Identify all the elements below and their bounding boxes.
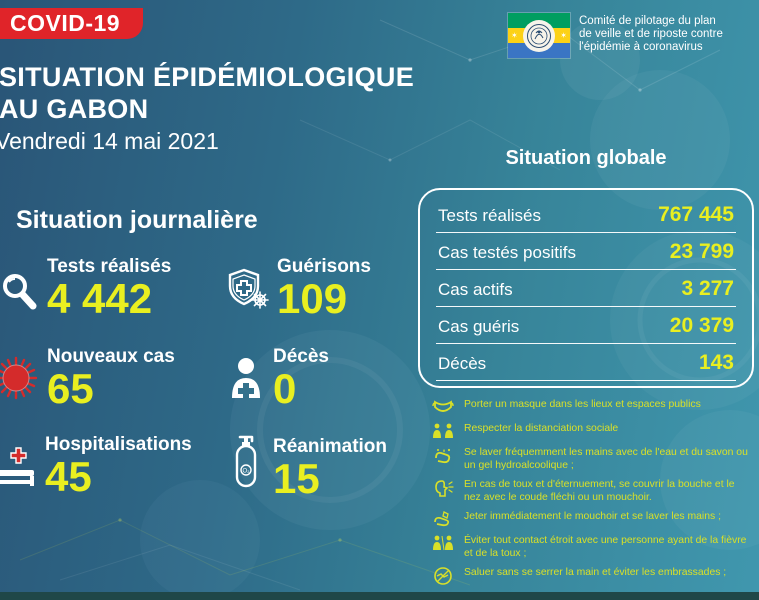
stat-label: Réanimation [273, 436, 388, 458]
committee-name-line3: l'épidémie à coronavirus [579, 41, 703, 54]
flag-star-left: ✶ [511, 31, 518, 40]
stat-label: Hospitalisations [45, 434, 192, 455]
covid-banner-label: COVID-19 [10, 10, 121, 36]
svg-text:O₂: O₂ [243, 469, 251, 475]
row-label: Cas actifs [438, 279, 513, 299]
list-item: Se laver fréquemment les mains avec de l… [432, 446, 754, 472]
table-row: Cas guéris 20 379 [436, 310, 736, 344]
stat-label: Décès [273, 346, 329, 367]
daily-section-title: Situation journalière [16, 206, 258, 234]
page-title: SITUATION ÉPIDÉMIOLOGIQUE AU GABON [0, 62, 414, 126]
stat-hospitalisations: Hospitalisations 45 [0, 434, 192, 497]
stat-value: 45 [45, 453, 92, 500]
report-date: Vendredi 14 mai 2021 [0, 128, 219, 154]
stat-value: 109 [277, 275, 348, 322]
committee-logo: ✶ ✶ Comité de pilotage du plan de veille… [508, 13, 723, 58]
hospital-bed-icon [0, 440, 38, 497]
measure-text: Respecter la distanciation sociale [464, 423, 619, 434]
measure-text: Se laver fréquemment les mains avec de l… [464, 447, 748, 471]
measure-text: Éviter tout contact étroit avec une pers… [464, 535, 747, 559]
flag-star-right: ✶ [560, 31, 567, 40]
row-label: Cas guéris [438, 316, 520, 336]
row-value: 3 277 [681, 276, 734, 300]
list-item: Saluer sans se serrer la main et éviter … [432, 566, 754, 586]
mask-icon [432, 400, 454, 412]
gabon-flag-icon: ✶ ✶ [508, 13, 570, 58]
oxygen-tank-icon: O₂ [232, 434, 266, 499]
row-label: Tests réalisés [438, 206, 541, 226]
no-handshake-icon [434, 567, 452, 585]
stat-label: Tests réalisés [47, 256, 172, 277]
prevention-measures-list: Porter un masque dans les lieux et espac… [432, 398, 754, 600]
fever-contact-icon [433, 535, 453, 551]
row-value: 23 799 [669, 240, 734, 264]
list-item: Porter un masque dans les lieux et espac… [432, 398, 754, 416]
measure-text: Saluer sans se serrer la main et éviter … [464, 567, 727, 578]
row-value: 143 [698, 350, 734, 374]
table-row: Décès 143 [436, 347, 736, 381]
committee-name: Comité de pilotage du plan de veille et … [579, 13, 723, 58]
page-title-line1: SITUATION ÉPIDÉMIOLOGIQUE [0, 62, 415, 92]
committee-name-line1: Comité de pilotage du plan [579, 15, 716, 27]
list-item: En cas de toux et d'éternuement, se couv… [432, 478, 754, 504]
stat-deces: Décès 0 [226, 346, 329, 409]
row-label: Cas testés positifs [438, 243, 576, 263]
stat-tests: Tests réalisés 4 442 [0, 256, 171, 319]
table-row: Cas actifs 3 277 [436, 273, 736, 307]
stat-nouveaux-cas: Nouveaux cas 65 [0, 346, 175, 409]
stat-label: Nouveaux cas [47, 346, 175, 367]
stat-value: 4 442 [47, 275, 153, 322]
magnifier-icon [0, 262, 40, 319]
bottom-edge-strip [0, 592, 759, 600]
table-row: Cas testés positifs 23 799 [436, 236, 736, 271]
list-item: Éviter tout contact étroit avec une pers… [432, 534, 754, 560]
measure-text: En cas de toux et d'éternuement, se couv… [464, 479, 735, 503]
list-item: Respecter la distanciation sociale [432, 422, 754, 440]
handwash-icon [435, 448, 451, 464]
virus-icon [0, 352, 40, 409]
page-title-line2: AU GABON [0, 93, 149, 124]
global-stats-table: Tests réalisés 767 445 Cas testés positi… [418, 188, 754, 388]
stat-label: Guérisons [277, 256, 371, 277]
measure-text: Porter un masque dans les lieux et espac… [464, 399, 701, 410]
row-label: Décès [438, 353, 487, 373]
row-value: 767 445 [658, 203, 734, 227]
sneeze-icon [435, 480, 454, 497]
committee-name-line2: de veille et de riposte contre [579, 28, 723, 41]
row-value: 20 379 [669, 313, 734, 337]
tissue-icon [434, 511, 450, 527]
stat-value: 0 [273, 365, 297, 412]
measure-text: Jeter immédiatement le mouchoir et se la… [464, 511, 721, 522]
global-section-title: Situation globale [505, 147, 667, 169]
committee-seal-icon [523, 19, 555, 52]
stat-reanimation: O₂ Réanimation 15 [232, 434, 388, 503]
stat-guerisons: Guérisons 109 [226, 256, 371, 319]
list-item: Jeter immédiatement le mouchoir et se la… [432, 510, 754, 528]
stat-value: 65 [47, 365, 94, 412]
table-row: Tests réalisés 767 445 [436, 199, 736, 234]
covid-banner: COVID-19 [0, 8, 143, 39]
shield-cross-icon [226, 262, 270, 319]
distance-icon [433, 423, 453, 438]
stat-value: 15 [273, 455, 320, 503]
person-cross-icon [226, 352, 266, 409]
